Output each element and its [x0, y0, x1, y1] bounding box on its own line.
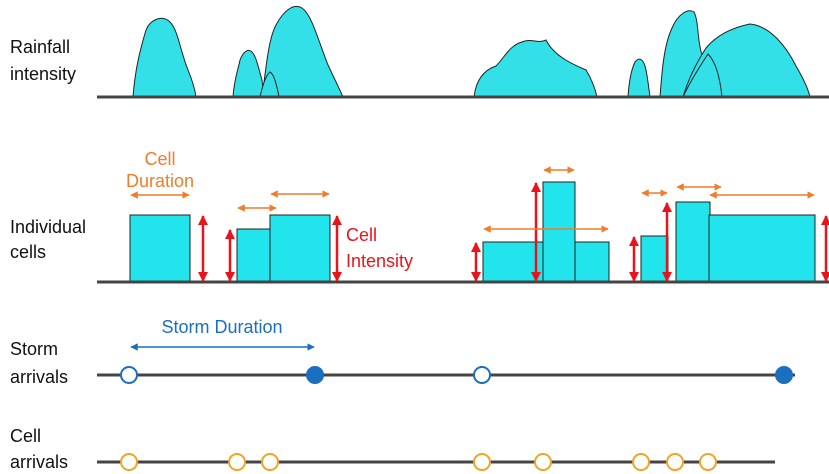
cell-rect [129, 181, 816, 283]
label: Rainfall [10, 37, 70, 57]
storm-arrival [120, 366, 793, 384]
cell-arrival [473, 453, 491, 471]
cell-arrival [534, 453, 552, 471]
cell-arrival [120, 453, 138, 471]
cell-arrival [120, 453, 717, 471]
label: Storm Duration [161, 317, 282, 337]
cell-rect [129, 214, 191, 283]
label: Cell [10, 426, 41, 446]
rainfall-blob [682, 53, 723, 98]
label: Duration [126, 171, 194, 191]
cell-rect [675, 201, 711, 283]
storm-arrival [775, 366, 793, 384]
label: Storm [10, 339, 58, 359]
cell-arrival [666, 453, 684, 471]
cell-rect [640, 235, 669, 283]
label: Individual [10, 217, 86, 237]
cell-rect [269, 214, 331, 283]
annotations: Cell Duration Cell Intensity Storm Durat… [126, 149, 413, 337]
label: arrivals [10, 367, 68, 387]
rainfall-blob [132, 5, 811, 98]
cell-rect [542, 181, 576, 283]
cell-arrival [699, 453, 717, 471]
label: arrivals [10, 452, 68, 472]
storm-arrival [306, 366, 324, 384]
cell-arrival [228, 453, 246, 471]
cell-rect [574, 241, 610, 283]
row-labels: Rainfall intensity Individual cells Stor… [10, 37, 86, 472]
label: Intensity [346, 251, 413, 271]
rainfall-blob [232, 49, 265, 98]
cell-arrival [632, 453, 650, 471]
label: cells [10, 242, 46, 262]
rainfall-blob [132, 17, 197, 98]
label: Cell [144, 149, 175, 169]
rainfall-blob [627, 58, 651, 98]
rainfall-blob [261, 5, 344, 98]
cell-rect [708, 214, 816, 283]
label: intensity [10, 64, 76, 84]
duration-arrow [130, 166, 815, 233]
storm-arrival [120, 366, 138, 384]
storm-arrival [473, 366, 491, 384]
rainfall-blob [259, 71, 280, 98]
intensity-arrow [198, 182, 829, 282]
cell-arrival [261, 453, 279, 471]
rainfall-blob [473, 39, 598, 98]
label: Cell [346, 225, 377, 245]
